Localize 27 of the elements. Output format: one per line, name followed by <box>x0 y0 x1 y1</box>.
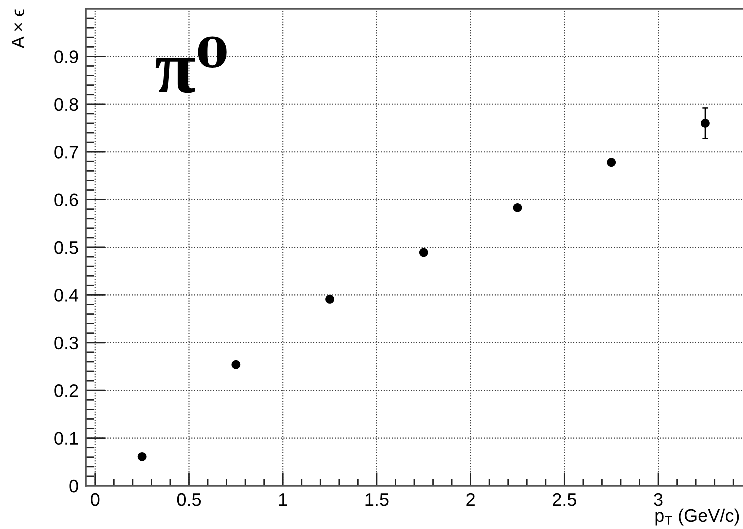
point <box>513 203 522 212</box>
x-tick-label: 0.5 <box>177 493 202 506</box>
y-tick-label: 0.5 <box>54 241 78 254</box>
point <box>232 360 241 370</box>
y-tick-label: 0.3 <box>54 336 78 350</box>
y-tick-label: 0.1 <box>54 432 78 446</box>
x-tick-label: 2 <box>466 493 475 506</box>
x-tick-label: 0 <box>91 493 100 506</box>
point <box>138 452 147 462</box>
annotation: π⁰ <box>156 36 227 94</box>
y-tick-label: 0.9 <box>54 50 78 64</box>
x-tick-label: 3 <box>654 493 663 506</box>
y-axis-title: A × ϵ <box>12 10 24 49</box>
y-tick-label: 0.4 <box>54 289 79 302</box>
y-tick-label: 0.2 <box>54 384 78 398</box>
point <box>326 295 334 304</box>
x-axis-title: p$_{T}$ (GeV/c) <box>656 508 740 526</box>
y-tick-label: 0.7 <box>54 146 78 159</box>
point <box>701 119 710 128</box>
point <box>419 248 428 258</box>
y-tick-label: 0.8 <box>54 98 78 112</box>
y-tick-label: 0 <box>70 480 78 493</box>
x-tick-label: 1.5 <box>366 494 389 506</box>
point <box>607 158 616 168</box>
x-tick-label: 2.5 <box>553 493 576 506</box>
y-tick-label: 0.6 <box>54 194 78 207</box>
x-tick-label: 1 <box>279 494 288 506</box>
